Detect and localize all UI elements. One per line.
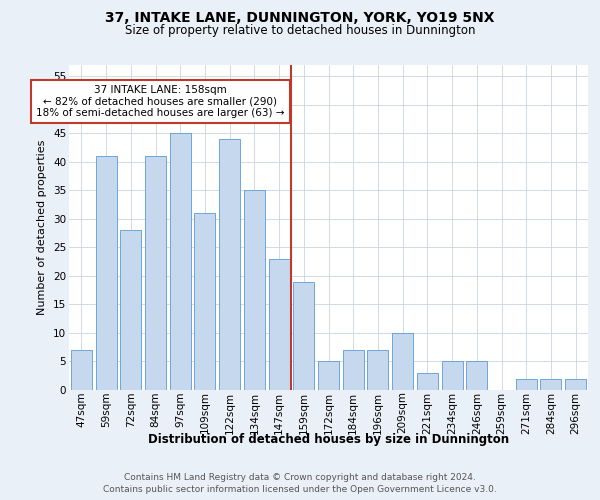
Bar [269,259,290,390]
Bar [71,350,92,390]
Text: 37 INTAKE LANE: 158sqm
← 82% of detached houses are smaller (290)
18% of semi-de: 37 INTAKE LANE: 158sqm ← 82% of detached… [36,85,284,118]
Bar [194,213,215,390]
Bar [120,230,141,390]
Bar [565,378,586,390]
Bar [466,362,487,390]
Bar [318,362,339,390]
Bar [541,378,562,390]
Bar [95,156,116,390]
Text: Distribution of detached houses by size in Dunnington: Distribution of detached houses by size … [148,432,509,446]
Bar [417,373,438,390]
Bar [367,350,388,390]
Bar [442,362,463,390]
Bar [392,333,413,390]
Text: 37, INTAKE LANE, DUNNINGTON, YORK, YO19 5NX: 37, INTAKE LANE, DUNNINGTON, YORK, YO19 … [105,11,495,25]
Bar [219,139,240,390]
Bar [244,190,265,390]
Bar [343,350,364,390]
Bar [170,134,191,390]
Text: Size of property relative to detached houses in Dunnington: Size of property relative to detached ho… [125,24,475,37]
Y-axis label: Number of detached properties: Number of detached properties [37,140,47,315]
Text: Contains HM Land Registry data © Crown copyright and database right 2024.
Contai: Contains HM Land Registry data © Crown c… [103,473,497,494]
Bar [145,156,166,390]
Bar [516,378,537,390]
Bar [293,282,314,390]
